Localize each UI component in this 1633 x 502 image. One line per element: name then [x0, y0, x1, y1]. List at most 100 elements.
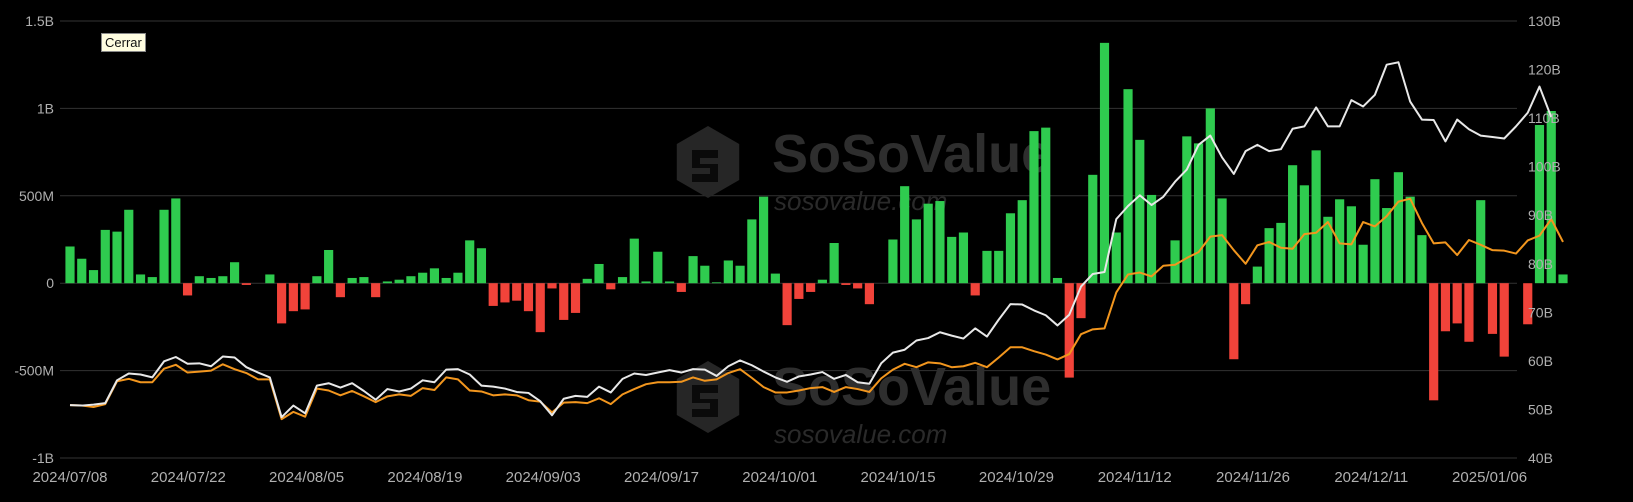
outflow-bar: [1452, 283, 1462, 324]
inflow-bar: [594, 263, 604, 284]
white-series-line: [69, 61, 1553, 419]
right-tick-label: 40B: [1528, 450, 1553, 466]
outflow-bar: [288, 283, 298, 312]
right-tick-label: 70B: [1528, 304, 1553, 320]
outflow-bar: [1499, 283, 1509, 357]
inflow-bar: [700, 265, 710, 284]
inflow-bar: [1146, 194, 1157, 284]
outflow-bar: [371, 283, 381, 298]
inflow-bar: [312, 276, 322, 284]
outflow-bar: [794, 283, 804, 299]
outflow-bar: [853, 283, 863, 289]
outflow-bar: [676, 283, 686, 292]
inflow-bar: [1288, 165, 1298, 284]
x-tick-label: 2024/07/08: [32, 469, 107, 486]
inflow-bar: [135, 274, 146, 284]
right-tick-label: 130B: [1528, 13, 1561, 29]
outflow-bar: [841, 283, 851, 285]
inflow-bar: [1323, 216, 1333, 284]
inflow-bar: [1405, 196, 1415, 284]
outflow-bar: [1523, 283, 1533, 325]
inflow-bar: [359, 277, 369, 284]
outflow-bar: [806, 283, 816, 292]
inflow-bar: [406, 276, 416, 284]
inflow-bar: [1017, 200, 1027, 284]
inflow-bar: [770, 273, 780, 284]
right-tick-label: 100B: [1528, 159, 1561, 175]
x-tick-label: 2024/08/19: [387, 469, 462, 486]
watermark-site: sosovalue.com: [774, 419, 947, 449]
outflow-bar: [570, 283, 581, 313]
inflow-bar: [1311, 150, 1321, 284]
inflow-bar: [1252, 266, 1262, 284]
outflow-bar: [182, 283, 193, 296]
inflow-bar: [900, 186, 910, 284]
inflow-bar: [911, 219, 922, 284]
inflow-bar: [723, 260, 733, 284]
inflow-bar: [347, 277, 357, 284]
flow-bars: [65, 42, 1568, 401]
inflow-bar: [476, 248, 487, 284]
right-tick-label: 120B: [1528, 62, 1561, 78]
inflow-bar: [194, 276, 204, 284]
inflow-bar: [382, 281, 392, 284]
right-tick-label: 80B: [1528, 256, 1553, 272]
outflow-bar: [488, 283, 498, 306]
inflow-bar: [1193, 143, 1204, 284]
inflow-bar: [582, 278, 592, 284]
x-tick-label: 2024/11/26: [1216, 469, 1290, 486]
inflow-bar: [1335, 199, 1345, 284]
orange-series-line: [69, 197, 1564, 421]
right-tick-label: 110B: [1528, 110, 1560, 126]
inflow-bar: [747, 219, 757, 284]
inflow-bar: [817, 279, 827, 284]
right-tick-label: 60B: [1528, 353, 1553, 369]
inflow-bar: [100, 229, 110, 284]
inflow-bar: [230, 262, 240, 284]
watermark: SoSoValuesosovalue.comSoSoValuesosovalue…: [676, 124, 1051, 449]
inflow-bar: [112, 231, 122, 284]
outflow-bar: [1440, 283, 1451, 332]
outflow-bar: [782, 283, 792, 326]
outflow-bar: [1064, 283, 1074, 378]
inflow-bar: [653, 251, 663, 284]
inflow-bar: [265, 274, 275, 284]
right-tick-label: 50B: [1528, 401, 1553, 417]
x-tick-label: 2025/01/06: [1452, 469, 1527, 486]
axis-labels: 1.5B 1B 500M 0 -500M -1B 130B 120B 110B 100B 90B 80…: [14, 13, 1560, 486]
inflow-bar: [664, 281, 675, 284]
inflow-bar: [629, 238, 639, 284]
inflow-bar: [1099, 42, 1110, 284]
outflow-bar: [500, 283, 510, 303]
inflow-bar: [711, 282, 722, 284]
inflow-bar: [88, 270, 99, 284]
inflow-bar: [1182, 136, 1192, 284]
inflow-bar: [1476, 200, 1486, 284]
x-tick-label: 2024/09/17: [624, 469, 699, 486]
inflow-bar: [735, 265, 745, 284]
watermark-site: sosovalue.com: [774, 186, 947, 216]
inflow-bar: [441, 277, 451, 284]
inflow-bar: [1358, 244, 1368, 284]
inflow-bar: [418, 272, 428, 284]
left-tick-label: 1B: [37, 100, 54, 116]
inflow-bar: [453, 272, 463, 284]
inflow-bar: [1205, 108, 1215, 284]
inflow-bar: [465, 240, 475, 284]
inflow-bar: [1041, 127, 1051, 284]
inflow-bar: [1382, 208, 1392, 284]
inflow-bar: [1276, 222, 1286, 284]
inflow-bar: [147, 277, 157, 284]
watermark-brand: SoSoValue: [772, 124, 1051, 184]
inflow-bar: [171, 198, 181, 284]
x-tick-label: 2024/10/01: [742, 469, 817, 486]
x-tick-label: 2024/08/05: [269, 469, 344, 486]
inflow-bar: [1135, 139, 1145, 284]
inflow-bar: [429, 268, 440, 284]
outflow-bar: [1464, 283, 1474, 342]
inflow-bar: [1123, 89, 1133, 284]
inflow-bar: [124, 209, 134, 284]
inflow-bar: [688, 256, 698, 284]
outflow-bar: [970, 283, 980, 296]
